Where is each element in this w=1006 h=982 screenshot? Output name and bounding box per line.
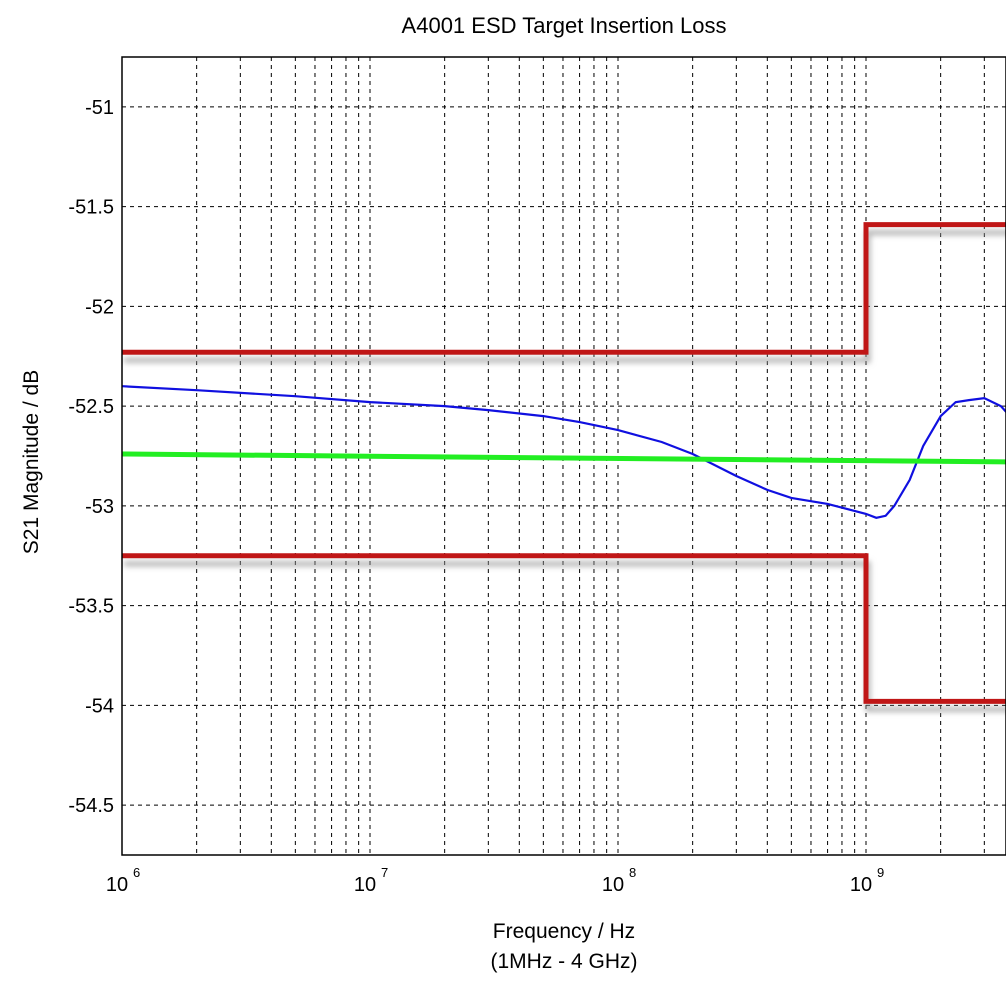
x-axis-sublabel: (1MHz - 4 GHz): [491, 950, 638, 973]
y-tick-label: -51: [85, 97, 114, 119]
grid: [122, 57, 1006, 855]
y-tick-labels: -51 -51.5 -52 -52.5 -53 -53.5 -54 -54.5: [68, 97, 114, 817]
y-tick-label: -52: [85, 296, 114, 318]
x-tick-label: 10: [354, 874, 376, 896]
y-tick-label: -52.5: [68, 396, 114, 418]
x-tick-exponent: 6: [133, 865, 140, 880]
y-axis-label: S21 Magnitude / dB: [20, 370, 43, 554]
x-tick-label: 10: [106, 874, 128, 896]
target-line: [122, 451, 1006, 465]
y-tick-label: -53.5: [68, 596, 114, 618]
series-group: [122, 222, 1006, 704]
y-tick-label: -54.5: [68, 795, 114, 817]
x-tick-exponent: 7: [381, 865, 388, 880]
limit-line: [122, 553, 1006, 704]
x-tick-exponent: 9: [877, 865, 884, 880]
y-tick-label: -51.5: [68, 197, 114, 219]
x-tick-labels: 10 6 10 7 10 8 10 9: [106, 865, 884, 896]
measured-line: [122, 385, 1006, 519]
x-tick-label: 10: [850, 874, 872, 896]
chart-title: A4001 ESD Target Insertion Loss: [402, 13, 727, 38]
plot-frame: [121, 56, 1006, 856]
x-tick-label: 10: [602, 874, 624, 896]
x-tick-exponent: 8: [629, 865, 636, 880]
x-axis-label: Frequency / Hz: [493, 920, 635, 943]
y-tick-label: -53: [85, 496, 114, 518]
y-tick-label: -54: [85, 695, 114, 717]
limit-line: [122, 222, 1006, 355]
